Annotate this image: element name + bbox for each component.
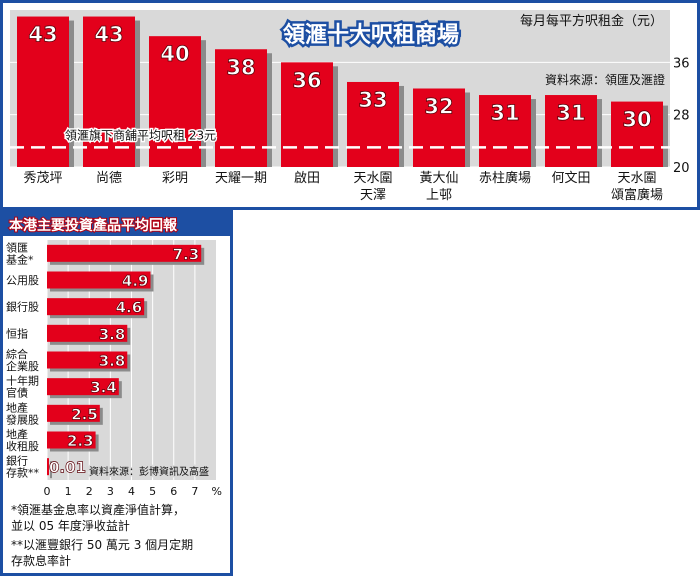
category-label: 彩明 (162, 171, 188, 186)
bar-value-label: 38 (226, 55, 255, 79)
bar (545, 95, 597, 167)
category-label: 天水圍 (353, 171, 392, 186)
bar-value-label: 31 (556, 101, 585, 125)
bar (47, 431, 96, 449)
footnote-2: **以滙豐銀行 50 萬元 3 個月定期 (11, 538, 194, 552)
category-label: 公用股 (6, 274, 39, 287)
bar-value-label: 4.6 (116, 299, 143, 317)
bar (149, 36, 201, 167)
category-label: 恒指 (6, 326, 28, 340)
category-label: 銀行股 (6, 300, 39, 314)
bar (413, 88, 465, 167)
category-label: 企業股 (6, 359, 39, 373)
top-chart-panel: 20 28 36 43 秀茂坪 43 尚德 40 彩明 38 天耀一期 36 啟田 33 天水圍天澤 32 黃大… (0, 0, 700, 210)
category-label: 秀茂坪 (23, 171, 62, 186)
bar-value-label: 3.8 (99, 325, 126, 343)
bar-value-label: 43 (94, 23, 123, 47)
bar (479, 95, 531, 167)
category-label: 地產 (6, 400, 28, 414)
bar-value-label: 36 (292, 68, 321, 92)
category-label: 赤柱廣場 (479, 171, 531, 186)
bar (47, 351, 128, 369)
y-tick-label: 36 (673, 56, 690, 71)
bar-value-label: 3.4 (90, 379, 117, 397)
title-bar (3, 212, 230, 236)
category-label: 十年期 (6, 374, 39, 388)
bar-value-label: 32 (424, 95, 453, 119)
x-tick-label: 7 (191, 485, 198, 498)
category-label: 天耀一期 (215, 171, 267, 186)
bar-shadow (50, 461, 52, 479)
category-label: 上邨 (426, 188, 452, 203)
bar-value-label: 40 (160, 42, 189, 66)
bar-value-label: 0.01 (49, 459, 86, 477)
footnote-1-cont: 並以 05 年度淨收益計 (11, 519, 130, 533)
footnote-2-cont: 存款息率計 (11, 554, 72, 568)
category-label: 啟田 (294, 171, 320, 186)
y-tick-label: 20 (673, 161, 690, 176)
category-label: 發展股 (6, 412, 39, 426)
x-tick-label: 4 (128, 485, 135, 498)
bar (47, 404, 100, 422)
bottom-chart-panel: 本港主要投資產品平均回報 0 1 2 3 4 5 6 7% 7.3 領匯 基金* 4.9 公用股 4.6 銀行… (0, 209, 233, 576)
category-label: 基金* (6, 252, 34, 266)
bar-value-label: 43 (28, 23, 57, 47)
reference-line-label: 領滙旗下商舖平均呎租 23元 (65, 127, 216, 142)
footnote-1: *領滙基金息率以資產淨值計算， (11, 503, 186, 517)
category-label: 地產 (6, 427, 28, 441)
bar-value-label: 31 (490, 101, 519, 125)
category-label: 黃大仙 (419, 171, 458, 186)
category-label: 綜合 (6, 347, 28, 361)
category-label: 銀行 (6, 454, 28, 468)
category-label: 收租股 (6, 439, 39, 453)
category-label: 何文田 (551, 170, 590, 186)
x-tick-label: 2 (86, 485, 93, 498)
source-label: 資料來源：領匯及滙證 (545, 72, 665, 87)
bar-value-label: 3.8 (99, 352, 126, 370)
bar-value-label: 30 (622, 108, 651, 132)
x-tick-label: 5 (149, 485, 156, 498)
category-label: 頌富廣場 (611, 187, 663, 203)
x-tick-label: 1 (65, 485, 72, 498)
bar (47, 298, 145, 316)
bar-value-label: 4.9 (122, 272, 149, 290)
bar (47, 458, 49, 476)
bar (47, 244, 202, 262)
source-label: 資料來源：彭博資訊及高盛 (89, 465, 209, 478)
category-label: 官債 (6, 386, 28, 400)
bar (47, 271, 151, 289)
x-tick-label: 3 (107, 485, 114, 498)
bar-value-label: 7.3 (173, 245, 200, 263)
category-label: 尚德 (96, 171, 122, 186)
bar (17, 16, 69, 167)
bar (47, 378, 119, 396)
category-label: 領匯 (6, 240, 28, 254)
bar (83, 16, 135, 167)
bar (47, 324, 128, 342)
chart-title: 本港主要投資產品平均回報 (9, 217, 178, 234)
unit-label: % (212, 485, 222, 498)
category-label: 存款** (6, 466, 39, 480)
bar-value-label: 33 (358, 88, 387, 112)
y-tick-label: 28 (673, 109, 690, 124)
category-label: 天澤 (360, 188, 386, 203)
x-tick-label: 6 (170, 485, 177, 498)
bar (281, 62, 333, 168)
category-label: 天水圍 (617, 171, 656, 186)
bar-value-label: 2.5 (71, 405, 98, 423)
x-tick-label: 0 (44, 485, 51, 498)
bar (347, 81, 399, 167)
bar (611, 101, 663, 167)
unit-label: 每月每平方呎租金（元） (520, 13, 663, 29)
bar-value-label: 2.3 (67, 432, 94, 450)
chart-title: 領滙十大呎租商場 (283, 22, 459, 48)
